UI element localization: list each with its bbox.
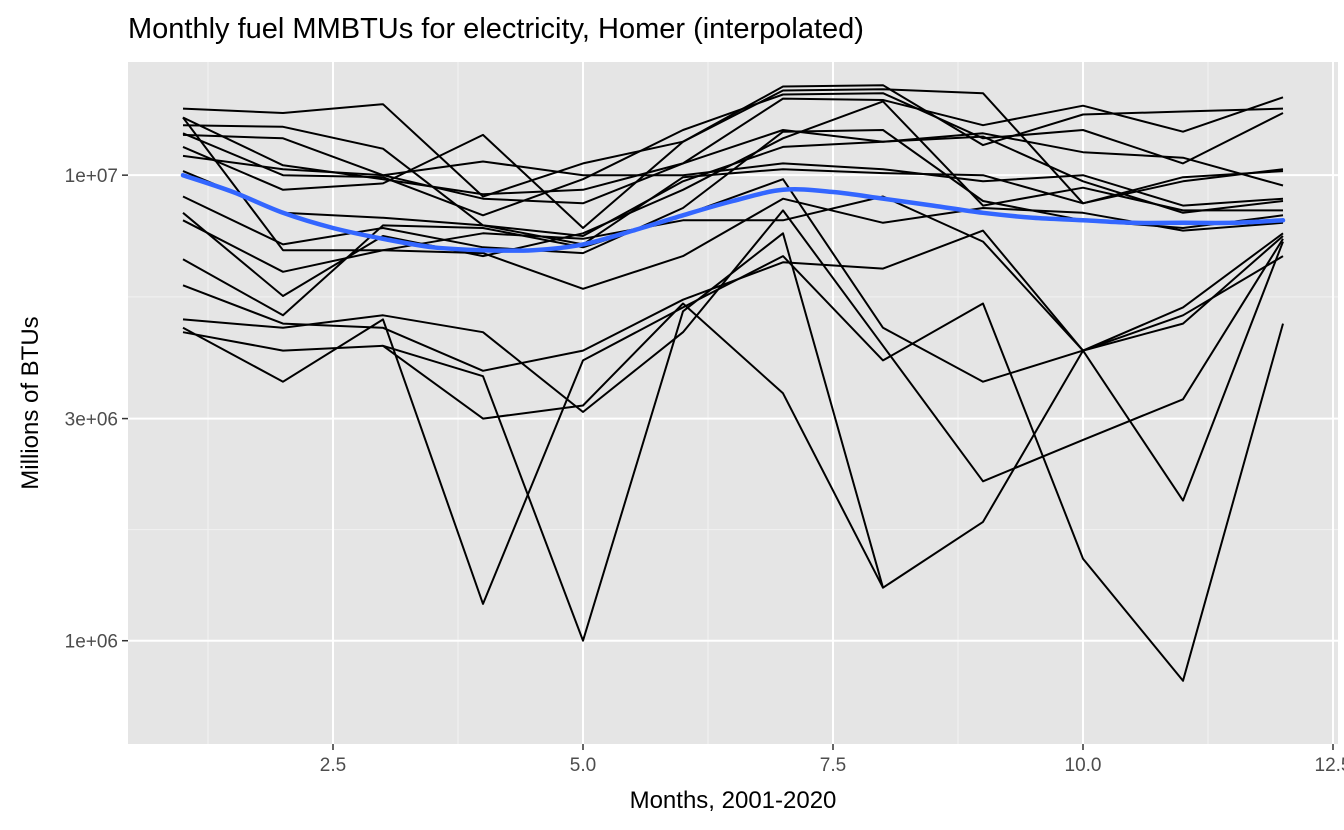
y-axis: 1e+06 3e+06 1e+07 [65, 166, 128, 653]
y-tick-label: 3e+06 [65, 410, 118, 431]
series-line-12 [182, 116, 1284, 352]
series-line-11 [182, 197, 1284, 290]
y-tick-label: 1e+07 [65, 166, 118, 187]
x-tick-label: 10.0 [1065, 755, 1102, 776]
series-line-17 [182, 255, 1284, 682]
smooth-trend [180, 172, 1286, 253]
series-line-1 [182, 84, 1284, 198]
series-line-10 [182, 100, 1283, 297]
smooth-trend-line [180, 172, 1286, 253]
x-axis: 2.5 5.0 7.5 10.0 12.5 [320, 744, 1344, 776]
x-tick-label: 5.0 [570, 755, 596, 776]
x-axis-title: Months, 2001-2020 [630, 787, 837, 814]
x-tick-label: 7.5 [820, 755, 846, 776]
series-line-18 [382, 302, 884, 589]
y-axis-title: Millions of BTUs [17, 316, 44, 489]
series-line-16 [182, 232, 1284, 642]
series-line-4 [182, 129, 1284, 205]
y-tick-label: 1e+06 [65, 632, 118, 653]
series-line-8 [182, 168, 1284, 246]
x-tick-label: 2.5 [320, 755, 346, 776]
series-lines [182, 84, 1284, 682]
x-tick-label: 12.5 [1315, 755, 1344, 776]
chart-title: Monthly fuel MMBTUs for electricity, Hom… [128, 13, 864, 45]
series-line-13 [182, 178, 1284, 502]
series-line-6 [182, 92, 1284, 217]
